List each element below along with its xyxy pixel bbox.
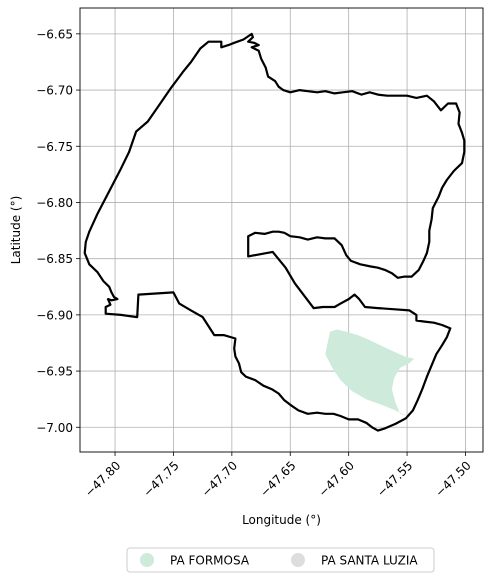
y-tick-label: −6.80: [36, 196, 73, 210]
x-tick-label: −47.80: [82, 458, 123, 499]
plot-frame: [79, 7, 484, 453]
area-polygons: [325, 329, 415, 418]
y-tick-label: −6.85: [36, 252, 73, 266]
legend-label-pa-formosa: PA FORMOSA: [170, 554, 250, 568]
y-tick-label: −6.90: [36, 308, 73, 322]
y-tick-label: −6.65: [36, 27, 73, 41]
x-tick-label: −47.65: [257, 458, 298, 499]
y-tick-label: −6.70: [36, 84, 73, 98]
y-axis-label: Latitude (°): [9, 196, 23, 265]
x-tick-label: −47.55: [374, 458, 415, 499]
x-tick-label: −47.70: [199, 458, 240, 499]
legend-label-pa-santa-luzia: PA SANTA LUZIA: [321, 554, 418, 568]
y-tick-label: −6.75: [36, 140, 73, 154]
x-axis-label: Longitude (°): [242, 513, 321, 527]
legend-marker-pa-formosa: [140, 553, 154, 567]
y-tick-label: −7.00: [36, 421, 73, 435]
legend-frame: [126, 547, 435, 573]
area-pa-formosa: [325, 329, 415, 418]
boundary-outline: [83, 32, 466, 432]
municipality-boundary: [83, 32, 466, 432]
legend-marker-pa-santa-luzia: [291, 553, 305, 567]
y-tick-label: −6.95: [36, 365, 73, 379]
x-axis-ticks: −47.80 −47.75 −47.70 −47.65 −47.60 −47.55 −47.…: [82, 452, 474, 500]
x-tick-label: −47.50: [433, 458, 474, 499]
legend: PA FORMOSA PA SANTA LUZIA: [126, 547, 435, 573]
x-tick-label: −47.75: [140, 458, 181, 499]
y-axis-ticks: −6.65 −6.70 −6.75 −6.80 −6.85 −6.90 −6.95 −7.00: [36, 27, 80, 435]
x-tick-label: −47.60: [316, 458, 357, 499]
